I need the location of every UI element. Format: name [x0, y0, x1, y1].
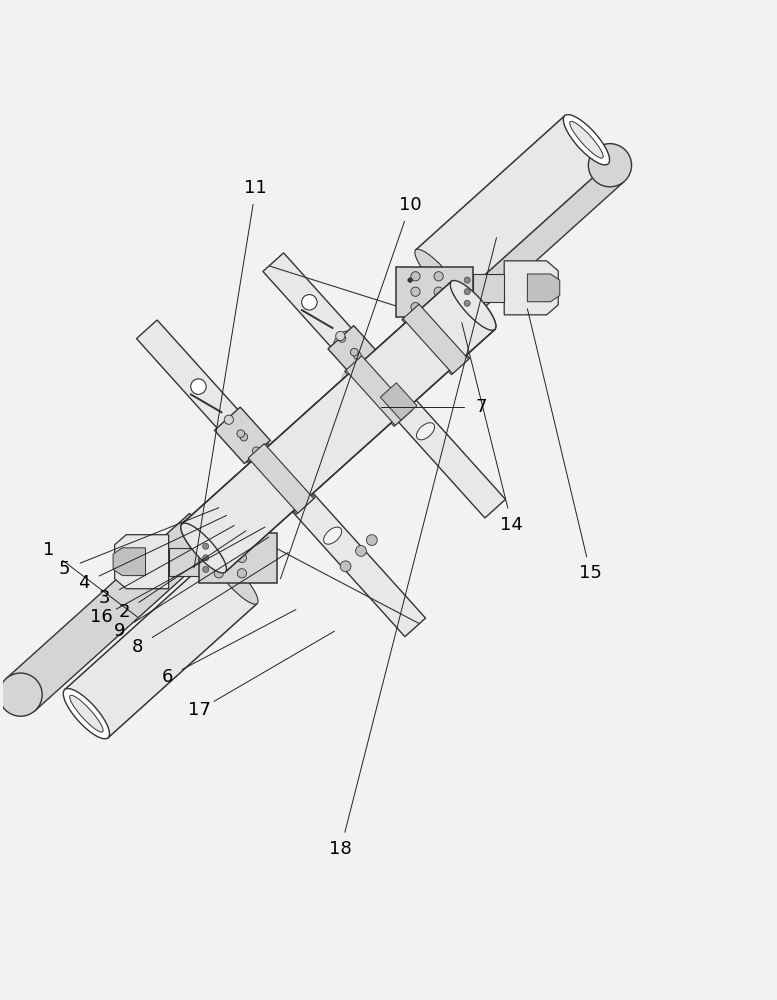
Circle shape	[367, 535, 377, 545]
Polygon shape	[115, 535, 169, 589]
Polygon shape	[344, 355, 413, 426]
Text: 5: 5	[59, 560, 70, 578]
Circle shape	[411, 303, 420, 312]
Ellipse shape	[241, 435, 259, 452]
Text: 16: 16	[90, 608, 113, 626]
Polygon shape	[504, 261, 558, 315]
Circle shape	[366, 366, 374, 373]
Circle shape	[237, 430, 245, 437]
Circle shape	[301, 295, 317, 310]
Polygon shape	[64, 555, 257, 738]
Ellipse shape	[181, 523, 226, 573]
Circle shape	[336, 331, 345, 341]
Ellipse shape	[450, 280, 496, 330]
Circle shape	[237, 538, 246, 547]
Polygon shape	[6, 513, 218, 711]
Polygon shape	[248, 444, 314, 513]
Text: 7: 7	[476, 398, 487, 416]
Text: 1: 1	[44, 541, 54, 559]
Circle shape	[354, 352, 361, 359]
Polygon shape	[263, 253, 506, 518]
Circle shape	[253, 447, 260, 455]
Circle shape	[434, 303, 443, 312]
Text: 3: 3	[99, 589, 110, 607]
Circle shape	[464, 289, 470, 295]
Ellipse shape	[282, 481, 301, 498]
Polygon shape	[113, 548, 145, 576]
Circle shape	[237, 553, 246, 562]
Circle shape	[350, 348, 358, 356]
Ellipse shape	[415, 249, 460, 299]
Ellipse shape	[450, 280, 496, 330]
Ellipse shape	[416, 423, 434, 440]
Text: 2: 2	[119, 603, 131, 621]
Circle shape	[0, 673, 42, 716]
Text: 8: 8	[132, 638, 144, 656]
Circle shape	[340, 561, 351, 572]
Text: 18: 18	[329, 840, 352, 858]
Circle shape	[356, 545, 367, 556]
Text: 14: 14	[500, 516, 524, 534]
Polygon shape	[232, 501, 267, 535]
Polygon shape	[200, 533, 277, 583]
Ellipse shape	[181, 523, 226, 573]
Circle shape	[588, 144, 632, 187]
Circle shape	[338, 335, 346, 342]
Text: 9: 9	[114, 622, 126, 640]
Polygon shape	[402, 303, 470, 375]
Polygon shape	[346, 356, 411, 425]
Polygon shape	[396, 267, 473, 317]
Circle shape	[190, 379, 206, 394]
Circle shape	[225, 415, 234, 424]
Polygon shape	[169, 548, 200, 576]
Text: 17: 17	[188, 701, 211, 719]
Polygon shape	[137, 320, 426, 637]
Circle shape	[464, 277, 470, 283]
Circle shape	[203, 543, 209, 549]
Circle shape	[240, 433, 248, 441]
Ellipse shape	[353, 363, 404, 419]
Ellipse shape	[213, 555, 258, 604]
Circle shape	[214, 569, 224, 578]
Ellipse shape	[334, 331, 352, 348]
Ellipse shape	[256, 450, 306, 506]
Polygon shape	[403, 317, 439, 351]
Circle shape	[203, 555, 209, 561]
Circle shape	[408, 278, 413, 282]
Ellipse shape	[323, 527, 342, 544]
Polygon shape	[247, 443, 315, 514]
Polygon shape	[435, 149, 625, 326]
Circle shape	[434, 272, 443, 281]
Text: 10: 10	[399, 196, 421, 214]
Circle shape	[214, 553, 224, 562]
Polygon shape	[328, 326, 384, 382]
Polygon shape	[528, 274, 559, 302]
Polygon shape	[416, 116, 608, 298]
Circle shape	[411, 272, 420, 281]
Ellipse shape	[70, 695, 103, 732]
Ellipse shape	[63, 689, 110, 739]
Circle shape	[237, 569, 246, 578]
Polygon shape	[473, 274, 504, 302]
Ellipse shape	[410, 311, 462, 367]
Polygon shape	[214, 407, 270, 464]
Polygon shape	[357, 357, 390, 390]
Circle shape	[464, 300, 470, 306]
Circle shape	[434, 287, 443, 296]
Text: 4: 4	[78, 574, 89, 592]
Text: 15: 15	[579, 564, 602, 582]
Ellipse shape	[375, 377, 393, 394]
Circle shape	[411, 287, 420, 296]
Polygon shape	[182, 281, 495, 572]
Polygon shape	[182, 281, 495, 572]
Circle shape	[214, 538, 224, 547]
Ellipse shape	[570, 121, 603, 158]
Polygon shape	[380, 383, 417, 420]
Circle shape	[203, 566, 209, 573]
Polygon shape	[403, 304, 469, 374]
Circle shape	[225, 416, 232, 424]
Text: 11: 11	[245, 179, 267, 197]
Ellipse shape	[563, 115, 610, 165]
Text: 6: 6	[162, 668, 172, 686]
